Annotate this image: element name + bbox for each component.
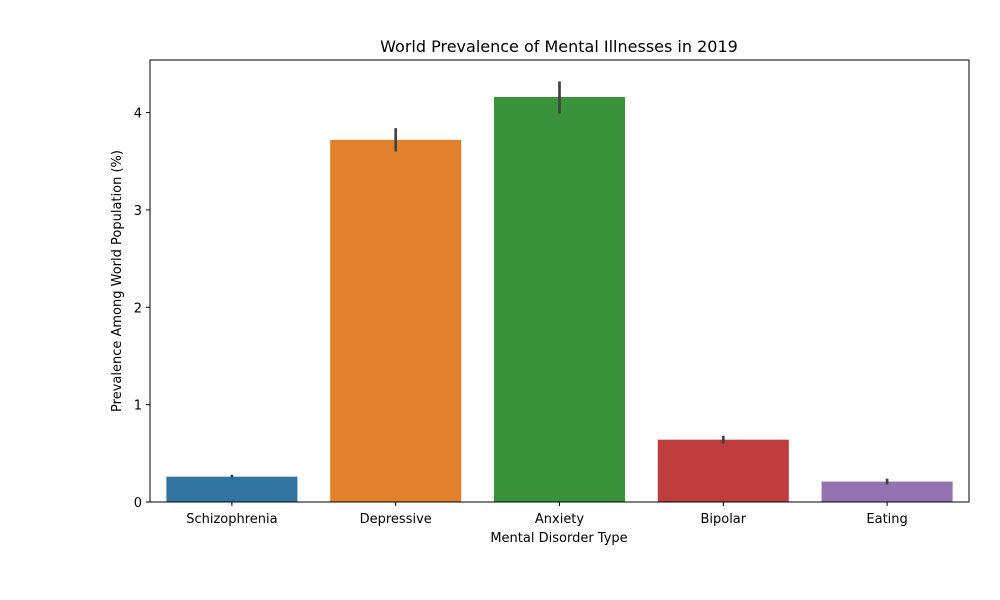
x-tick-label-anxiety: Anxiety — [535, 512, 585, 527]
x-tick-label-schizophrenia: Schizophrenia — [186, 512, 277, 527]
chart-title: World Prevalence of Mental Illnesses in … — [380, 37, 738, 56]
x-tick-label-eating: Eating — [866, 512, 907, 527]
error-bars-group — [230, 81, 889, 485]
y-tick-label-1: 1 — [134, 399, 142, 414]
x-tick-label-depressive: Depressive — [360, 512, 432, 527]
bar-depressive — [330, 139, 462, 503]
x-axis: Schizophrenia Depressive Anxiety Bipolar Eat… — [186, 502, 908, 527]
bars-group — [166, 96, 953, 503]
x-axis-label: Mental Disorder Type — [490, 531, 627, 546]
y-tick-label-4: 4 — [134, 107, 142, 122]
bar-schizophrenia — [166, 476, 298, 502]
x-tick-label-bipolar: Bipolar — [700, 512, 746, 527]
bar-eating — [821, 481, 953, 502]
bar-bipolar — [657, 439, 789, 502]
y-axis-label: Prevalence Among World Population (%) — [110, 150, 125, 412]
y-tick-label-2: 2 — [134, 301, 142, 316]
y-tick-label-3: 3 — [134, 204, 142, 219]
bar-anxiety — [493, 96, 626, 502]
y-axis: 0 1 2 3 4 — [134, 107, 150, 511]
y-tick-label-0: 0 — [134, 496, 142, 511]
